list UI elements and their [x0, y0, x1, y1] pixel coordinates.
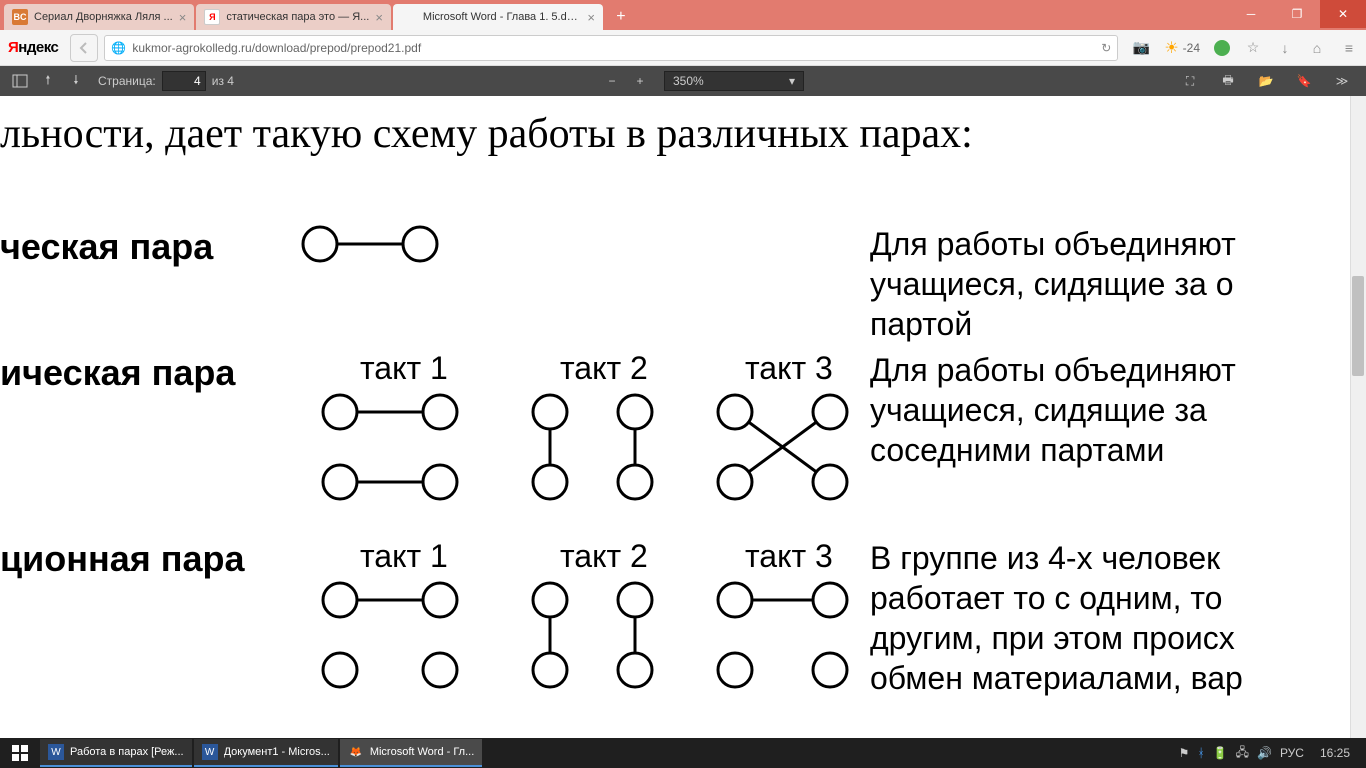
tab-label: Сериал Дворняжка Ляля ... — [34, 11, 173, 23]
page-number-input[interactable] — [162, 71, 206, 91]
window-controls: ─ ❐ ✕ — [1228, 0, 1366, 30]
system-tray: ⚑ ᚼ 🔋 🖧 🔊 РУС 16:25 — [1171, 743, 1366, 764]
download-icon[interactable]: ↓ — [1276, 39, 1294, 57]
row3-takt1-diagram — [320, 580, 470, 690]
page-down-icon[interactable]: 🠗 — [64, 69, 88, 93]
star-icon[interactable]: ☆ — [1244, 39, 1262, 57]
sidebar-toggle-icon[interactable] — [8, 69, 32, 93]
back-button[interactable] — [70, 34, 98, 62]
sun-icon: ☀ — [1164, 38, 1178, 58]
print-icon[interactable]: 🖶 — [1216, 69, 1240, 93]
tray-flag-icon[interactable]: ⚑ — [1179, 746, 1190, 760]
row1-label: ческая пара — [0, 226, 213, 268]
url-input[interactable]: 🌐 kukmor-agrokolledg.ru/download/prepod/… — [104, 35, 1118, 61]
taskbar-item-0[interactable]: W Работа в парах [Реж... — [40, 739, 192, 767]
close-button[interactable]: ✕ — [1320, 0, 1366, 28]
row2-takt2-diagram — [520, 392, 670, 502]
open-icon[interactable]: 📂 — [1254, 69, 1278, 93]
word-icon: W — [202, 744, 218, 760]
camera-icon[interactable]: 📷 — [1132, 39, 1150, 57]
bookmark-icon[interactable]: 🔖 — [1292, 69, 1316, 93]
vertical-scrollbar[interactable] — [1350, 96, 1366, 738]
favicon-icon: Я — [204, 9, 220, 25]
battery-icon[interactable]: 🔋 — [1213, 746, 1228, 760]
minimize-button[interactable]: ─ — [1228, 0, 1274, 28]
takt3-label-b: такт 3 — [745, 538, 833, 575]
page-up-icon[interactable]: 🠕 — [36, 69, 60, 93]
network-icon[interactable]: 🖧 — [1236, 743, 1249, 764]
volume-icon[interactable]: 🔊 — [1257, 746, 1272, 760]
row1-desc: Для работы объединяютучащиеся, сидящие з… — [870, 224, 1236, 344]
chevron-down-icon: ▾ — [789, 74, 795, 88]
taskbar-item-1[interactable]: W Документ1 - Micros... — [194, 739, 338, 767]
yandex-logo[interactable]: Яндекс — [8, 39, 58, 56]
fullscreen-icon[interactable]: ⛶ — [1178, 69, 1202, 93]
new-tab-button[interactable]: + — [609, 6, 633, 28]
doc-heading: льности, дает такую схему работы в разли… — [0, 110, 973, 158]
word-icon: W — [48, 744, 64, 760]
browser-tab-0[interactable]: BC Сериал Дворняжка Ляля ... × — [4, 4, 194, 30]
zoom-value: 350% — [673, 74, 704, 88]
row3-label: ционная пара — [0, 538, 245, 580]
zoom-in-icon[interactable]: + — [628, 69, 652, 93]
task-label: Microsoft Word - Гл... — [370, 746, 474, 758]
windows-taskbar: W Работа в парах [Реж... W Документ1 - M… — [0, 738, 1366, 768]
start-button[interactable] — [0, 738, 40, 768]
home-icon[interactable]: ⌂ — [1308, 39, 1326, 57]
browser-tabs: BC Сериал Дворняжка Ляля ... × Я статиче… — [0, 0, 1228, 30]
takt1-label: такт 1 — [360, 350, 448, 387]
weather-widget[interactable]: ☀ -24 — [1164, 38, 1200, 58]
taskbar-item-2[interactable]: 🦊 Microsoft Word - Гл... — [340, 739, 482, 767]
takt2-label-b: такт 2 — [560, 538, 648, 575]
reload-icon[interactable]: ↻ — [1101, 41, 1111, 55]
language-indicator[interactable]: РУС — [1280, 746, 1304, 760]
scrollbar-thumb[interactable] — [1352, 276, 1364, 376]
task-label: Документ1 - Micros... — [224, 746, 330, 758]
maximize-button[interactable]: ❐ — [1274, 0, 1320, 28]
window-titlebar: BC Сериал Дворняжка Ляля ... × Я статиче… — [0, 0, 1366, 30]
task-label: Работа в парах [Реж... — [70, 746, 184, 758]
row2-desc: Для работы объединяютучащиеся, сидящие з… — [870, 350, 1236, 470]
taskbar-clock[interactable]: 16:25 — [1312, 746, 1358, 760]
browser-tab-1[interactable]: Я статическая пара это — Я... × — [196, 4, 391, 30]
pdf-toolbar: 🠕 🠗 Страница: из 4 − + 350% ▾ ⛶ 🖶 📂 🔖 ≫ — [0, 66, 1366, 96]
row1-diagram — [300, 224, 450, 264]
status-dot-icon[interactable] — [1214, 40, 1230, 56]
addressbar-icons: 📷 ☀ -24 ☆ ↓ ⌂ ≡ — [1132, 38, 1358, 58]
tab-close-icon[interactable]: × — [587, 10, 595, 25]
zoom-out-icon[interactable]: − — [600, 69, 624, 93]
page-total: из 4 — [212, 74, 234, 88]
more-icon[interactable]: ≫ — [1330, 69, 1354, 93]
tab-close-icon[interactable]: × — [375, 10, 383, 25]
bluetooth-icon[interactable]: ᚼ — [1197, 746, 1204, 760]
takt3-label: такт 3 — [745, 350, 833, 387]
browser-addressbar: Яндекс 🌐 kukmor-agrokolledg.ru/download/… — [0, 30, 1366, 66]
firefox-icon: 🦊 — [348, 744, 364, 760]
row2-takt3-diagram — [710, 392, 860, 502]
row2-takt1-diagram — [320, 392, 470, 502]
browser-tab-2[interactable]: Microsoft Word - Глава 1. 5.do... × — [393, 4, 603, 30]
url-text: kukmor-agrokolledg.ru/download/prepod/pr… — [132, 41, 1095, 55]
tab-label: статическая пара это — Я... — [226, 11, 369, 23]
page-label: Страница: — [98, 74, 156, 88]
favicon-icon: BC — [12, 9, 28, 25]
takt2-label: такт 2 — [560, 350, 648, 387]
tab-close-icon[interactable]: × — [179, 10, 187, 25]
weather-temp: -24 — [1183, 41, 1200, 55]
row3-takt2-diagram — [520, 580, 670, 690]
zoom-select[interactable]: 350% ▾ — [664, 71, 804, 91]
menu-icon[interactable]: ≡ — [1340, 39, 1358, 57]
row3-takt3-diagram — [710, 580, 860, 690]
pdf-document: льности, дает такую схему работы в разли… — [0, 96, 1366, 738]
row3-desc: В группе из 4-х человекработает то с одн… — [870, 538, 1243, 698]
globe-icon: 🌐 — [111, 41, 126, 55]
tab-label: Microsoft Word - Глава 1. 5.do... — [423, 11, 581, 23]
takt1-label-b: такт 1 — [360, 538, 448, 575]
row2-label: ическая пара — [0, 352, 235, 394]
favicon-icon — [401, 9, 417, 25]
